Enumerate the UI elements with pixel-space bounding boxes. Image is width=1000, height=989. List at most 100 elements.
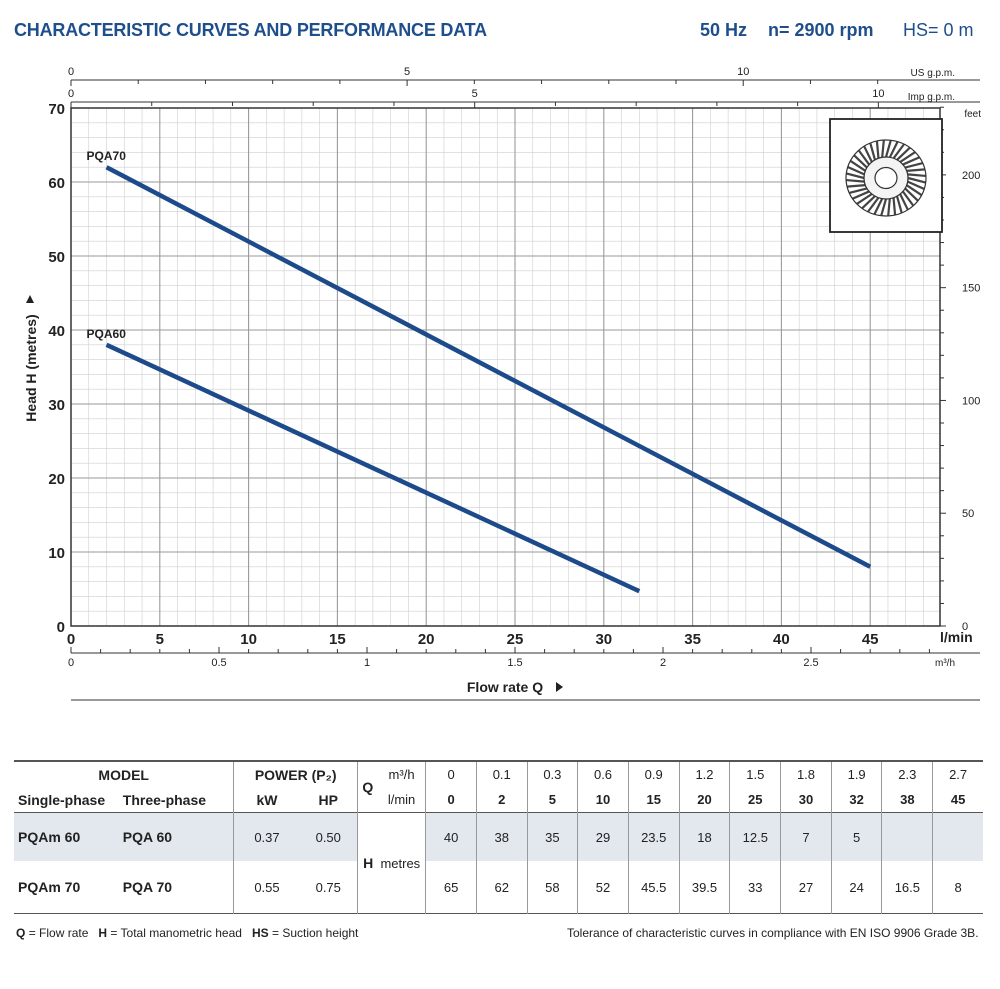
head-value-cell	[881, 812, 933, 861]
impeller-vane	[892, 143, 905, 160]
head-value-cell: 65	[425, 861, 477, 914]
impeller-vane	[907, 176, 926, 184]
impeller-vane	[869, 142, 877, 161]
page-title: CHARACTERISTIC CURVES AND PERFORMANCE DA…	[14, 20, 487, 40]
y-tick-label: 60	[48, 175, 65, 192]
us-gpm-tick-label: 5	[404, 66, 410, 78]
hs-key: HS	[251, 926, 269, 940]
head-value-cell: 29	[577, 812, 629, 861]
head-value-cell: 18	[678, 812, 730, 861]
impeller-vane	[896, 146, 911, 161]
feet-tick-label: 200	[962, 170, 980, 182]
h-key: H	[363, 855, 374, 871]
q-header: Q	[356, 761, 378, 813]
frequency-label: 50 Hz	[700, 20, 748, 40]
y-tick-label: 40	[48, 323, 65, 340]
q-m3h-cell: 1.5	[729, 761, 781, 787]
us-gpm-tick-label: 0	[68, 66, 74, 78]
q-lmin-cell: 2	[475, 787, 528, 813]
series-label: PQA60	[87, 327, 127, 341]
q-m3h-cell: 0.1	[475, 761, 528, 787]
impeller-icon	[845, 139, 927, 217]
impeller-vane	[846, 184, 866, 188]
impeller-vane	[845, 178, 865, 183]
q-m3h-cell: 0	[425, 761, 477, 787]
three-phase-header: Three-phase	[122, 791, 207, 808]
impeller-vane	[881, 139, 885, 158]
m3h-tick-label: 0.5	[211, 657, 226, 669]
impeller-vane	[857, 149, 871, 166]
imp-gpm-label: Imp g.p.m.	[908, 92, 955, 103]
feet-tick-label: 100	[962, 395, 980, 407]
table-row: PQAm 70 PQA 70 0.55 0.75 65 62 58 52 45.5 39.…	[14, 861, 983, 914]
impeller-vane	[880, 198, 888, 217]
q-lmin-cell: 5	[526, 787, 578, 813]
y-tick-label: 30	[48, 397, 65, 414]
impeller-vane	[849, 159, 866, 172]
impeller-vane	[907, 180, 925, 191]
m3h-tick-label: 2.5	[803, 657, 818, 669]
y-tick-label: 0	[57, 619, 65, 636]
q-lmin-cell: 20	[678, 787, 730, 813]
impeller-vane	[853, 154, 868, 169]
imp-gpm-tick-label: 0	[68, 88, 74, 100]
head-value-cell: 23.5	[627, 812, 680, 861]
power-kw: 0.37	[233, 812, 300, 861]
x-tick-label: 15	[329, 631, 346, 648]
x-tick-label: 0	[67, 631, 75, 648]
three-phase-model: PQA 70	[122, 879, 173, 895]
plot-frame	[70, 107, 941, 627]
head-value-cell	[932, 812, 983, 861]
m3h-unit: m³/h	[388, 767, 415, 782]
speed-label: n= 2900 rpm	[768, 20, 874, 40]
q-definition: = Flow rate	[28, 926, 89, 940]
x-tick-label: 45	[862, 631, 879, 648]
y-axis-label: Head H (metres)	[23, 314, 39, 421]
head-value-cell: 38	[475, 812, 528, 861]
m3h-tick-label: 1	[364, 657, 370, 669]
major-grid	[71, 108, 940, 626]
power-hp: 0.50	[315, 829, 341, 845]
feet-tick-label: 50	[962, 508, 974, 520]
q-lmin-cell: 0	[425, 787, 477, 813]
head-value-cell: 33	[729, 861, 781, 914]
m3h-tick-label: 2	[660, 657, 666, 669]
model-header: MODEL	[98, 766, 149, 783]
x-tick-label: 20	[418, 631, 435, 648]
legend-footnote: Q = Flow rate H = Total manometric head …	[16, 926, 358, 940]
q-m3h-cell: 0.9	[627, 761, 680, 787]
single-phase-model: PQAm 70	[18, 879, 81, 895]
series-line-pqa70	[105, 165, 872, 569]
impeller-vane	[899, 151, 916, 163]
head-value-cell: 27	[780, 861, 832, 914]
impeller-vane	[863, 145, 873, 163]
q-m3h-cell: 1.8	[780, 761, 832, 787]
head-value-cell: 52	[577, 861, 629, 914]
head-value-cell: 45.5	[627, 861, 680, 914]
x-axis-label: Flow rate Q	[467, 679, 543, 695]
imp-gpm-tick-label: 10	[872, 88, 884, 100]
impeller-vane	[906, 168, 926, 172]
q-lmin-cell: 25	[729, 787, 781, 813]
metres-unit: metres	[380, 856, 421, 871]
q-lmin-cell: 32	[830, 787, 882, 813]
series-label: PQA70	[87, 149, 127, 163]
tick-labels: 0 10 20 30 40 50 60 70 0 5 10 15 20 25 30 35 40 45	[48, 101, 878, 648]
q-lmin-cell: 10	[577, 787, 629, 813]
q-m3h-cell: 1.2	[678, 761, 730, 787]
h-definition: = Total manometric head	[110, 926, 242, 940]
x-axis-arrow-icon	[556, 682, 563, 692]
head-value-cell: 58	[526, 861, 578, 914]
impeller-vane	[904, 162, 924, 169]
impeller-vane	[888, 141, 899, 158]
impeller-vane	[847, 165, 865, 176]
feet-label: feet	[964, 109, 981, 120]
suction-height-label: HS= 0 m	[903, 20, 974, 40]
impeller-vane	[856, 193, 873, 205]
q-key: Q	[16, 926, 26, 940]
q-lmin-cell: 30	[780, 787, 832, 813]
impeller-vane	[852, 190, 870, 200]
impeller-vane	[861, 195, 876, 210]
imp-gpm-tick-label: 5	[472, 88, 478, 100]
impeller-vane	[875, 140, 880, 159]
